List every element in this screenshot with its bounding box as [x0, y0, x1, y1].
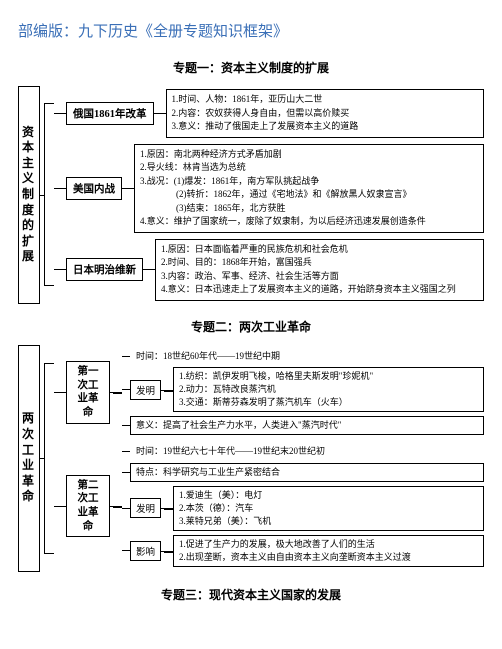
- branch-japan: 日本明治维新: [66, 258, 143, 281]
- ir1-invent-label: 发明: [130, 380, 161, 400]
- ir2-invent-box: 1.爱迪生（美）：电灯 2.本茨（德）：汽车 3.莱特兄弟（美）：飞机: [173, 486, 484, 531]
- japan-details: 1.原因：日本面临着严重的民族危机和社会危机 2.时间、目的：1868年开始，富…: [155, 239, 484, 301]
- bracket: [40, 345, 54, 572]
- topic2-title: 专题二：两次工业革命: [18, 318, 484, 335]
- branch-ir1: 第一次工业革命: [66, 361, 110, 424]
- ir2-feature: 特点：科学研究与工业生产紧密结合: [130, 463, 484, 482]
- topic1-root: 资本主义制度的扩展: [18, 86, 40, 304]
- ir1-time: 时间：18世纪60年代——19世纪中期: [136, 350, 280, 364]
- ir1-invent-box: 1.纺织：凯伊发明飞梭，哈格里夫斯发明"珍妮机" 2.动力：瓦特改良蒸汽机 3.…: [173, 367, 484, 412]
- ir2-impact-box: 1.促进了生产力的发展，极大地改善了人们的生活 2.出现垄断，资本主义由自由资本…: [173, 535, 484, 567]
- branch-russia: 俄国1861年改革: [66, 102, 154, 125]
- ir1-meaning: 意义：提高了社会生产力水平，人类进入"蒸汽时代": [130, 416, 484, 435]
- bracket: [40, 86, 54, 304]
- russia-details: 1.时间、人物：1861年，亚历山大二世 2.内容：农奴获得人身自由，但需以高价…: [166, 89, 485, 138]
- topic1-tree: 资本主义制度的扩展 俄国1861年改革 1.时间、人物：1861年，亚历山大二世…: [18, 86, 484, 304]
- ir2-impact-label: 影响: [130, 541, 161, 561]
- page-title: 部编版：九下历史《全册专题知识框架》: [18, 20, 484, 41]
- usa-details: 1.原因：南北两种经济方式矛盾加剧 2.导火线：林肯当选为总统 3.战况：(1)…: [134, 144, 484, 233]
- topic2-root: 两次工业革命: [18, 345, 40, 572]
- ir2-time: 时间：19世纪六七十年代——19世纪末20世纪初: [136, 445, 325, 459]
- branch-ir2: 第二次工业革命: [66, 475, 110, 538]
- topic2-tree: 两次工业革命 第一次工业革命 时间：18世纪60年代——19世纪中期 发明: [18, 345, 484, 572]
- branch-usa: 美国内战: [66, 177, 122, 200]
- topic1-title: 专题一：资本主义制度的扩展: [18, 59, 484, 76]
- ir2-invent-label: 发明: [130, 498, 161, 518]
- topic3-title: 专题三：现代资本主义国家的发展: [18, 586, 484, 603]
